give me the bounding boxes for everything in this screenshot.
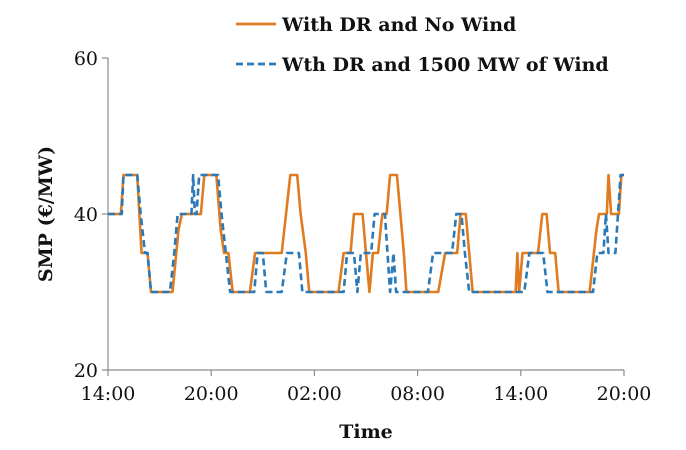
x-tick-label: 20:00 — [184, 383, 239, 405]
x-tick-label: 14:00 — [81, 383, 136, 405]
y-tick-label: 40 — [74, 204, 98, 226]
y-axis-title: SMP (€/MW) — [35, 146, 57, 282]
y-tick-label: 20 — [74, 360, 98, 382]
legend-label-wind: Wth DR and 1500 MW of Wind — [281, 54, 609, 76]
y-axis-ticks: 20 40 60 — [74, 48, 108, 382]
legend-label-no-wind: With DR and No Wind — [281, 14, 516, 36]
x-axis-ticks: 14:00 20:00 02:00 08:00 14:00 20:00 — [81, 370, 652, 405]
x-axis-title: Time — [339, 421, 393, 443]
series-layer — [108, 173, 624, 294]
x-tick-label: 08:00 — [390, 383, 445, 405]
legend: With DR and No Wind Wth DR and 1500 MW o… — [236, 14, 609, 76]
y-tick-label: 60 — [74, 48, 98, 70]
legend-item-wind: Wth DR and 1500 MW of Wind — [236, 54, 609, 76]
legend-item-no-wind: With DR and No Wind — [236, 14, 516, 36]
x-tick-label: 14:00 — [493, 383, 548, 405]
x-tick-label: 02:00 — [287, 383, 342, 405]
x-tick-label: 20:00 — [597, 383, 652, 405]
series-line-wind — [108, 173, 624, 294]
